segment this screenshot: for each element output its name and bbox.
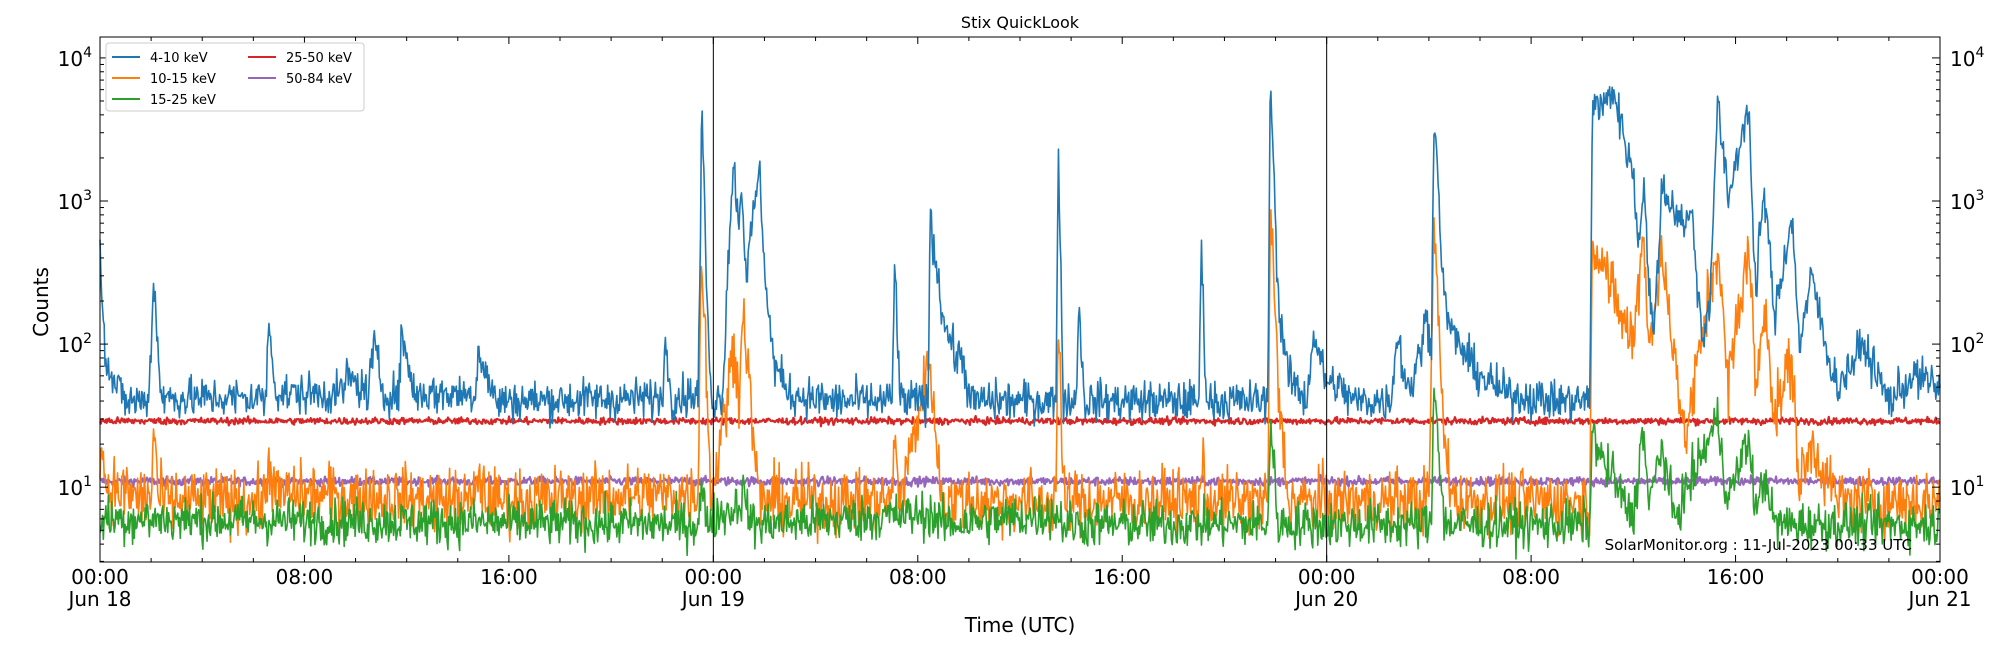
legend: 4-10 keV 10-15 keV 15-25 keV 25-50 keV 50-84… <box>105 42 365 112</box>
x-tick-label: 08:00 <box>1502 565 1560 589</box>
y-tick-label: 104 <box>58 45 92 71</box>
legend-label: 15-25 keV <box>150 93 216 108</box>
x-tick-label: 16:00 <box>1093 565 1151 589</box>
x-tick-date-label: Jun 19 <box>680 587 745 611</box>
legend-label: 10-15 keV <box>150 72 216 87</box>
x-tick-label: 08:00 <box>889 565 947 589</box>
legend-label: 50-84 keV <box>286 72 352 87</box>
x-tick-label: 16:00 <box>480 565 538 589</box>
day-boundaries <box>712 37 1328 562</box>
y-tick-label: 102 <box>1950 331 1984 357</box>
legend-label: 4-10 keV <box>150 51 208 66</box>
y-axis-label: Counts <box>29 267 53 337</box>
series-line-4-10-kev <box>99 85 1941 429</box>
x-tick-date-label: Jun 21 <box>1906 587 1971 611</box>
x-tick-label: 16:00 <box>1707 565 1765 589</box>
series-layer <box>98 85 1941 560</box>
chart-title: Stix QuickLook <box>961 13 1080 32</box>
x-tick-label: 08:00 <box>276 565 334 589</box>
y-tick-label: 101 <box>1950 474 1984 500</box>
y-tick-label: 102 <box>58 331 92 357</box>
x-tick-label: 00:00 <box>685 565 743 589</box>
y-tick-label: 104 <box>1950 45 1984 71</box>
y-tick-label: 103 <box>58 188 92 214</box>
x-tick-date-label: Jun 20 <box>1293 587 1358 611</box>
legend-label: 25-50 keV <box>286 51 352 66</box>
x-axis-label: Time (UTC) <box>964 613 1076 637</box>
y-tick-label: 101 <box>58 474 92 500</box>
y-axis-ticks: 101 101 102 102 103 103 104 104 <box>58 45 1984 562</box>
x-tick-label: 00:00 <box>1298 565 1356 589</box>
y-tick-label: 103 <box>1950 188 1984 214</box>
x-tick-label: 00:00 <box>1911 565 1969 589</box>
series-line-10-15-kev <box>99 209 1941 545</box>
x-tick-date-label: Jun 18 <box>66 587 131 611</box>
solarmonitor-annotation: SolarMonitor.org : 11-Jul-2023 00:33 UTC <box>1605 536 1912 554</box>
series-line-15-25-kev <box>99 387 1941 560</box>
series-line-25-50-kev <box>98 414 1941 428</box>
x-tick-label: 00:00 <box>71 565 129 589</box>
legend-frame <box>105 42 365 112</box>
